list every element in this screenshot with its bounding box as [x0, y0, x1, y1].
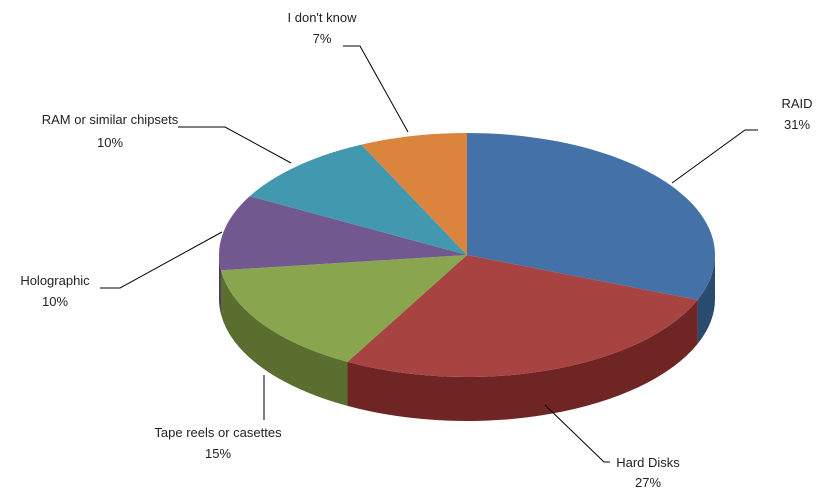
pie-slice-i-don-t-know — [361, 133, 467, 255]
slice-label-holographic: Holographic — [20, 273, 90, 288]
leader-line-holographic — [100, 231, 223, 289]
pie-top-layer — [219, 133, 715, 377]
slice-pct-holographic: 10% — [42, 294, 68, 309]
slice-pct-ram: 10% — [97, 135, 123, 150]
slice-pct-hard-disks: 27% — [635, 475, 661, 490]
leader-line-hard-disks — [544, 404, 610, 463]
pie-side-holographic — [219, 255, 221, 315]
leader-line-raid — [671, 129, 758, 184]
pie-side-raid — [697, 255, 715, 344]
leader-line-idk — [343, 45, 409, 133]
slice-label-ram: RAM or similar chipsets — [42, 112, 179, 127]
slice-label-hard-disks: Hard Disks — [616, 455, 680, 470]
pie-slice-raid — [467, 133, 715, 300]
pie-slice-ram-or-similar-chipsets — [249, 144, 467, 255]
leader-line-ram — [178, 126, 292, 164]
pie-slice-hard-disks — [347, 255, 698, 377]
pie-side-tape-reels-or-casettes — [220, 270, 348, 406]
slice-label-raid: RAID — [781, 96, 812, 111]
pie-slice-tape-reels-or-casettes — [220, 255, 467, 362]
slice-pct-idk: 7% — [313, 31, 332, 46]
pie-slice-holographic — [219, 196, 467, 271]
slice-pct-raid: 31% — [784, 117, 810, 132]
slice-label-tape: Tape reels or casettes — [154, 425, 282, 440]
pie-side-layer — [219, 255, 715, 422]
slice-label-idk: I don't know — [288, 10, 358, 25]
pie-side-hard-disks — [347, 299, 698, 422]
slice-pct-tape: 15% — [205, 446, 231, 461]
